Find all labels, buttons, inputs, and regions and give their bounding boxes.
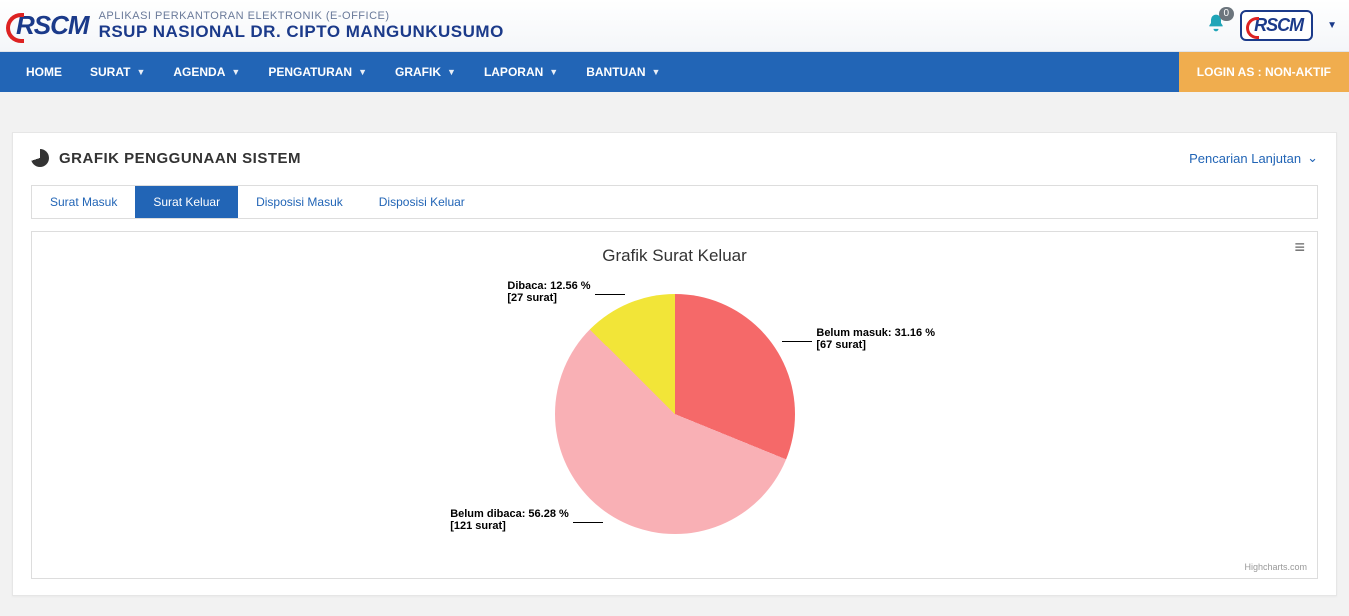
nav-item-home[interactable]: HOME [12, 52, 76, 92]
pie-connector [782, 341, 812, 342]
pie-slice-label: Belum masuk: 31.16 %[67 surat] [816, 327, 935, 351]
chart-context-menu[interactable]: ≡ [1294, 242, 1305, 252]
nav-label: SURAT [90, 65, 130, 79]
org-name: RSUP NASIONAL DR. CIPTO MANGUNKUSUMO [99, 22, 504, 42]
panel: GRAFIK PENGGUNAAN SISTEM Pencarian Lanju… [12, 132, 1337, 596]
pie-connector [573, 522, 603, 523]
nav-item-bantuan[interactable]: BANTUAN ▼ [572, 52, 674, 92]
notification-bell[interactable]: 0 [1206, 13, 1226, 39]
pie-connector [595, 294, 625, 295]
caret-down-icon: ▼ [549, 67, 558, 77]
panel-title: GRAFIK PENGGUNAAN SISTEM [31, 149, 301, 167]
chart-container: ≡ Grafik Surat Keluar Belum masuk: 31.16… [31, 231, 1318, 579]
nav-label: LAPORAN [484, 65, 543, 79]
nav-item-pengaturan[interactable]: PENGATURAN ▼ [254, 52, 381, 92]
app-line: APLIKASI PERKANTORAN ELEKTRONIK (E-OFFIC… [99, 10, 504, 22]
advanced-search-label: Pencarian Lanjutan [1189, 151, 1301, 166]
caret-down-icon: ▼ [136, 67, 145, 77]
tabbar: Surat MasukSurat KeluarDisposisi MasukDi… [31, 185, 1318, 219]
nav-item-agenda[interactable]: AGENDA ▼ [159, 52, 254, 92]
panel-title-text: GRAFIK PENGGUNAAN SISTEM [59, 150, 301, 167]
nav-label: PENGATURAN [268, 65, 352, 79]
caret-down-icon: ▼ [652, 67, 661, 77]
advanced-search-link[interactable]: Pencarian Lanjutan ⌄ [1189, 150, 1318, 166]
nav-item-laporan[interactable]: LAPORAN ▼ [470, 52, 572, 92]
login-as-badge[interactable]: LOGIN AS : NON-AKTIF [1179, 52, 1349, 92]
main-nav: HOMESURAT▼AGENDA▼PENGATURAN▼GRAFIK▼LAPOR… [0, 52, 1349, 92]
chart-credits: Highcharts.com [1244, 562, 1307, 572]
chevron-down-icon: ⌄ [1307, 150, 1318, 166]
user-menu-caret-icon[interactable]: ▼ [1327, 20, 1337, 31]
tab-surat-masuk[interactable]: Surat Masuk [32, 186, 135, 218]
nav-label: AGENDA [173, 65, 225, 79]
user-logo: RSCM [1250, 15, 1303, 36]
chart-title: Grafik Surat Keluar [40, 246, 1309, 266]
brand-text: APLIKASI PERKANTORAN ELEKTRONIK (E-OFFIC… [99, 10, 504, 42]
user-menu[interactable]: RSCM [1240, 10, 1313, 41]
notification-count: 0 [1219, 7, 1235, 21]
caret-down-icon: ▼ [231, 67, 240, 77]
caret-down-icon: ▼ [447, 67, 456, 77]
logo-mark: RSCM [12, 10, 89, 41]
brand: RSCM APLIKASI PERKANTORAN ELEKTRONIK (E-… [12, 10, 504, 42]
caret-down-icon: ▼ [358, 67, 367, 77]
pie-chart [555, 294, 795, 534]
pie-slice-label: Belum dibaca: 56.28 %[121 surat] [450, 508, 569, 532]
nav-item-surat[interactable]: SURAT ▼ [76, 52, 159, 92]
nav-label: BANTUAN [586, 65, 645, 79]
topbar: RSCM APLIKASI PERKANTORAN ELEKTRONIK (E-… [0, 0, 1349, 52]
tab-surat-keluar[interactable]: Surat Keluar [135, 186, 238, 218]
nav-label: GRAFIK [395, 65, 441, 79]
tab-disposisi-keluar[interactable]: Disposisi Keluar [361, 186, 483, 218]
pie-stage: Belum masuk: 31.16 %[67 surat] Belum diba… [40, 270, 1309, 570]
tab-disposisi-masuk[interactable]: Disposisi Masuk [238, 186, 361, 218]
pie-slice-label: Dibaca: 12.56 %[27 surat] [507, 280, 590, 304]
nav-label: HOME [26, 65, 62, 79]
pie-chart-icon [31, 149, 49, 167]
nav-item-grafik[interactable]: GRAFIK ▼ [381, 52, 470, 92]
